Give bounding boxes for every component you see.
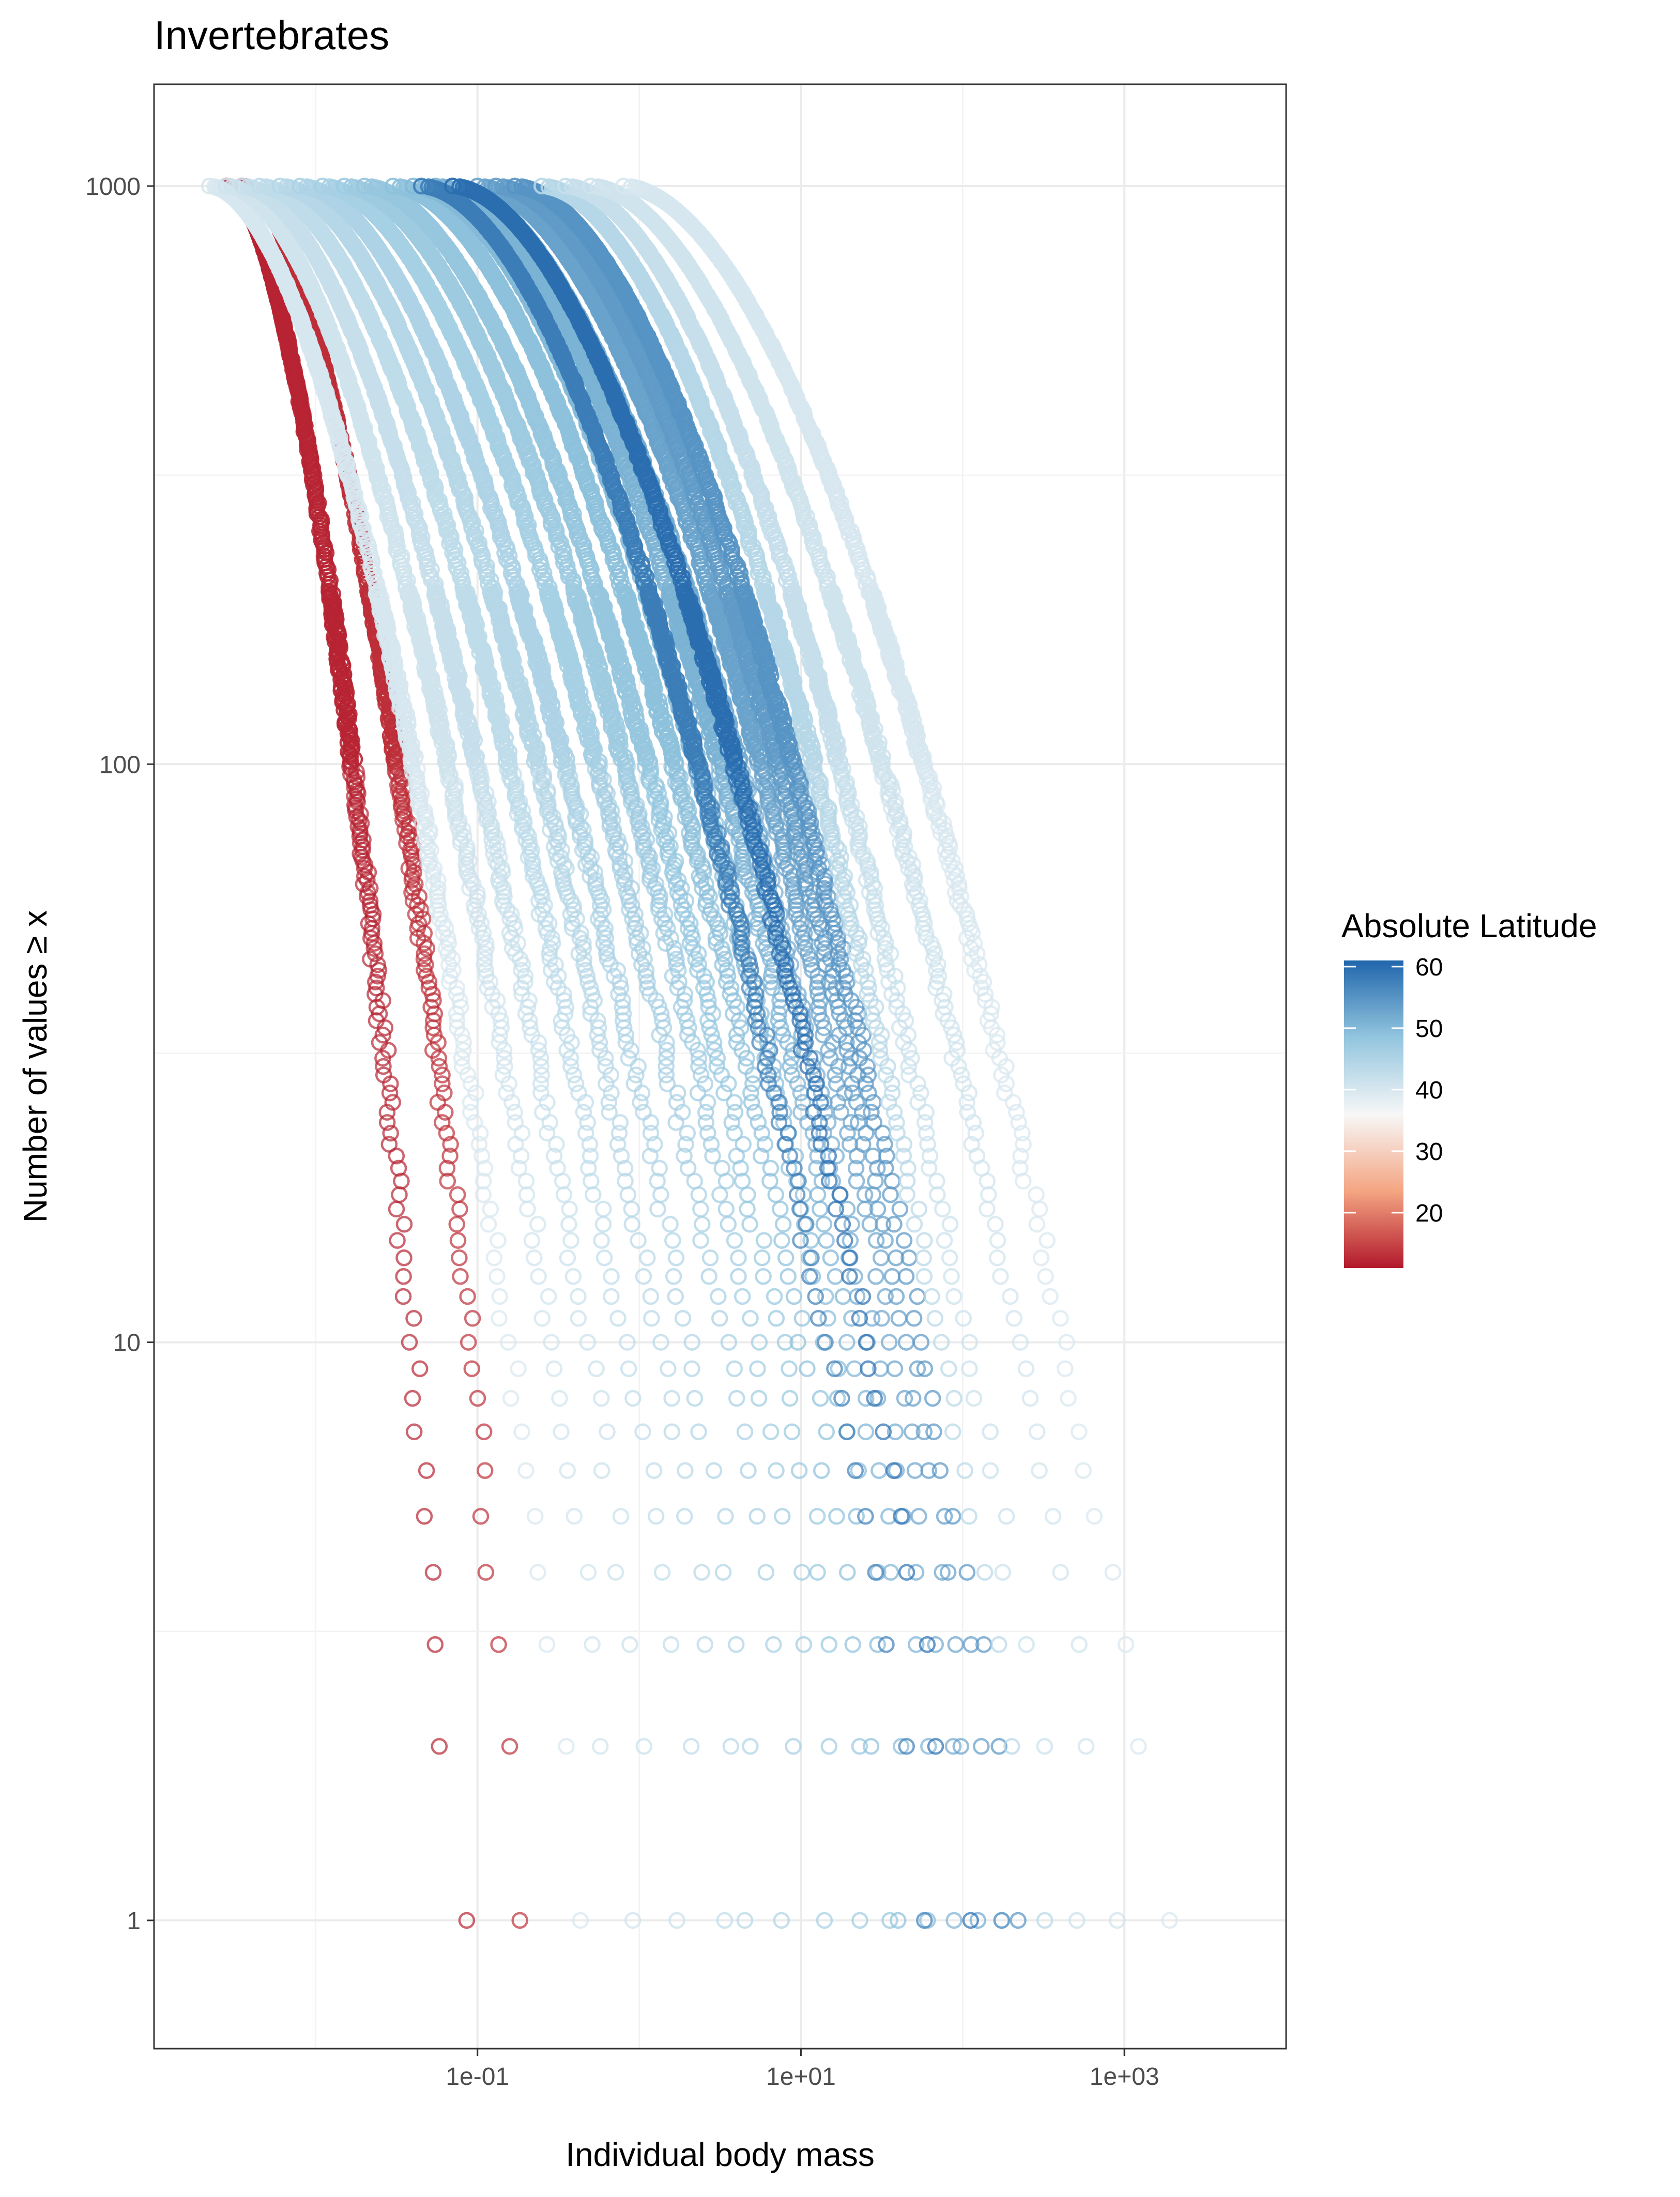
data-point: [382, 1124, 399, 1142]
data-point: [356, 860, 373, 877]
data-point: [394, 1288, 412, 1305]
data-point: [424, 1564, 442, 1581]
data-point: [353, 815, 370, 832]
data-point: [426, 1636, 444, 1653]
data-point: [380, 1136, 398, 1153]
data-point: [378, 1114, 396, 1131]
data-point: [382, 1075, 399, 1092]
data-point: [389, 1232, 406, 1249]
data-point: [365, 935, 383, 952]
data-point: [405, 1423, 423, 1441]
data-point: [352, 805, 369, 822]
data-point: [374, 1049, 391, 1067]
data-point: [431, 1738, 448, 1755]
data-point: [403, 872, 421, 889]
data-point: [404, 1390, 421, 1407]
data-point: [350, 812, 368, 829]
data-point: [416, 1507, 433, 1525]
plot-title: Invertebrates: [154, 12, 389, 58]
data-point: [375, 1058, 392, 1075]
data-point: [388, 1147, 405, 1165]
data-point: [393, 799, 410, 817]
data-point: [381, 1084, 399, 1102]
data-point: [359, 872, 376, 889]
data-point: [395, 1216, 413, 1233]
data-point: [366, 945, 384, 963]
data-point: [416, 945, 433, 963]
data-point: [411, 1360, 429, 1377]
data-point: [388, 1200, 405, 1218]
data-point: [401, 1334, 418, 1351]
data-point: [405, 1310, 422, 1327]
data-point: [409, 897, 426, 914]
data-points: [201, 177, 1178, 1929]
data-point: [458, 1912, 476, 1929]
data-point: [367, 973, 384, 990]
data-point: [395, 1268, 412, 1285]
data-point: [418, 1462, 435, 1479]
data-point: [378, 1104, 396, 1121]
plot-panel: [153, 83, 1287, 2050]
data-point: [376, 1019, 394, 1036]
data-point: [395, 1249, 413, 1267]
